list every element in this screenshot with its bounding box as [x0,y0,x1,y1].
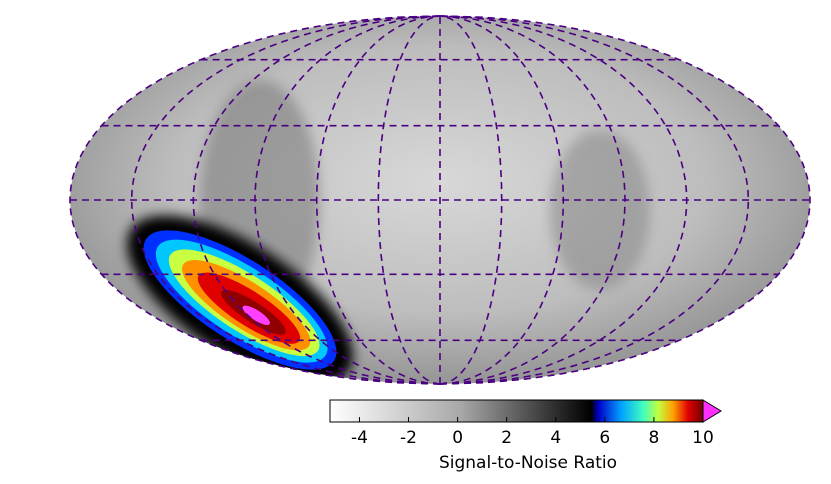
tick-label: -2 [400,428,417,448]
tick-label: 0 [452,428,463,448]
tick-label: 6 [599,428,610,448]
tick-label: 10 [692,428,714,448]
colorbar-extend [702,399,722,423]
colorbar-label: Signal-to-Noise Ratio [439,453,617,473]
meridian [377,15,441,385]
tick-label: 2 [501,428,512,448]
graticule [69,15,811,385]
tick-label: 8 [649,428,660,448]
colorbar [329,399,704,423]
tick-label: -4 [351,428,368,448]
meridian [439,15,811,385]
tick-label: 4 [550,428,561,448]
